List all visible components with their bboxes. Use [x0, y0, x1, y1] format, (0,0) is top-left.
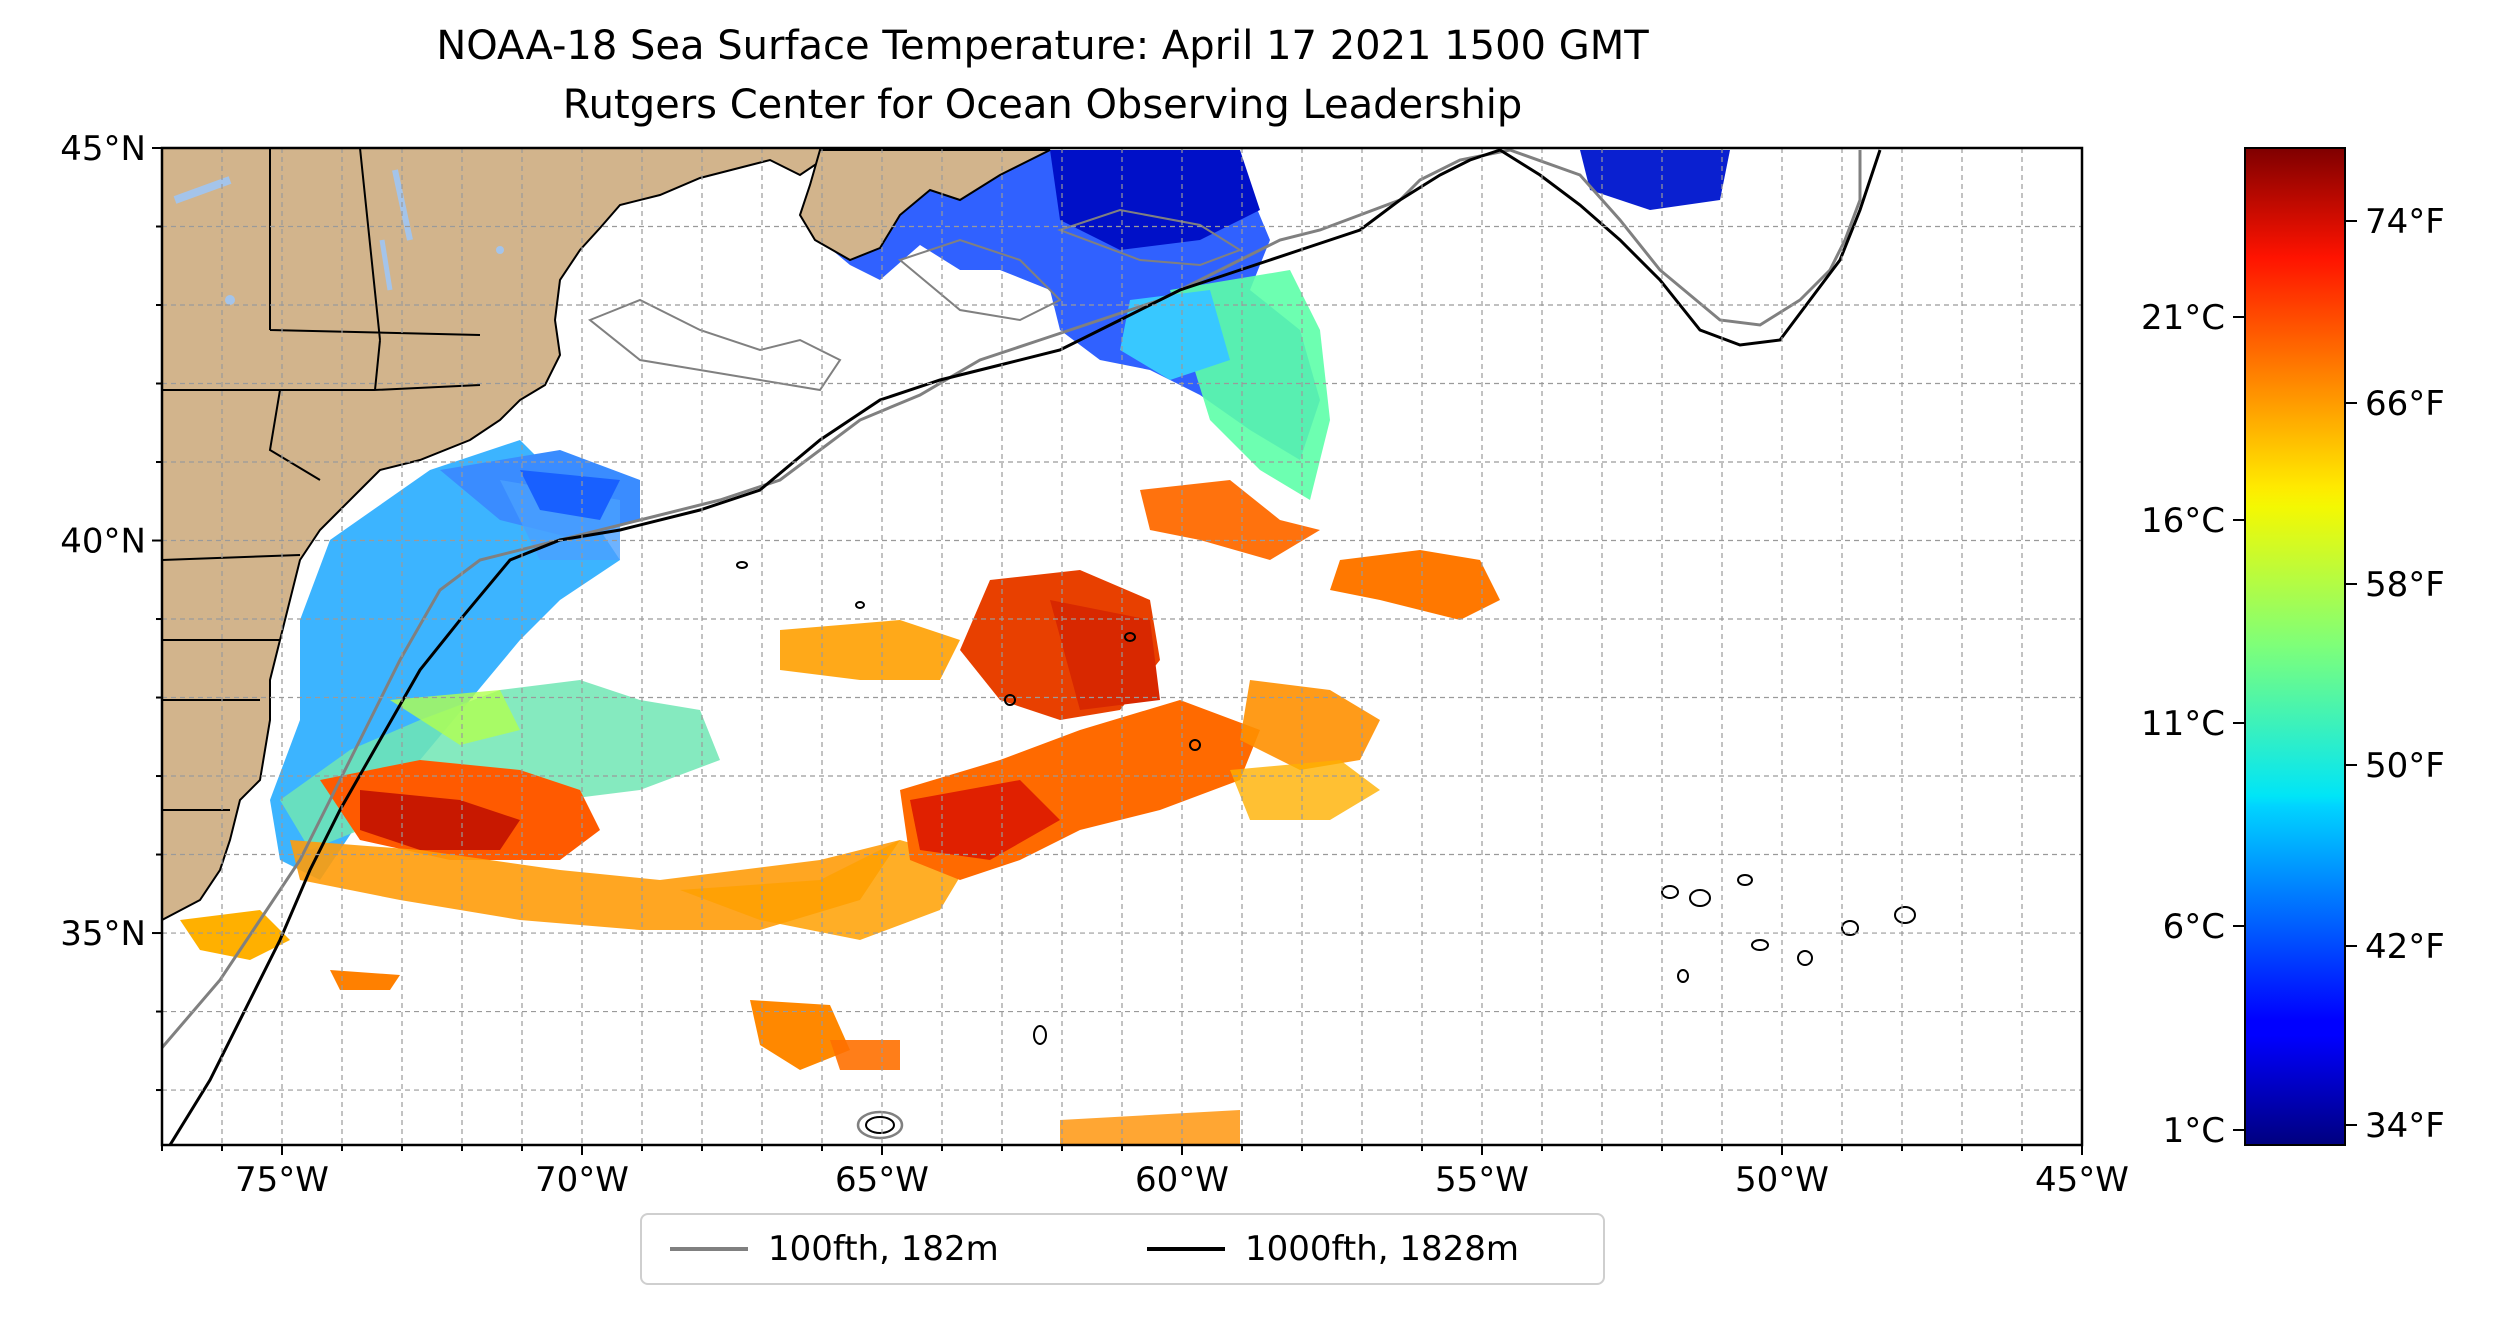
lon-tick-label: 65°W [835, 1160, 929, 1200]
legend-item-100fth: 100fth, 182m [670, 1215, 999, 1283]
chart-title: NOAA-18 Sea Surface Temperature: April 1… [436, 23, 1649, 69]
colorbar-fahrenheit-label: 34°F [2365, 1106, 2445, 1146]
lat-tick-label: 40°N [60, 522, 146, 562]
lon-tick-label: 70°W [535, 1160, 629, 1200]
land [162, 148, 1051, 922]
colorbar-celsius-label: 16°C [2141, 501, 2225, 541]
lat-tick-label: 45°N [60, 129, 146, 169]
lon-tick-label: 55°W [1435, 1160, 1529, 1200]
colorbar-celsius-label: 11°C [2141, 704, 2225, 744]
lon-tick-label: 60°W [1135, 1160, 1229, 1200]
contour-1000fth [168, 148, 1882, 1145]
colorbar-fahrenheit-label: 66°F [2365, 384, 2445, 424]
lon-tick-label: 45°W [2035, 1160, 2129, 1200]
colorbar-celsius-label: 21°C [2141, 298, 2225, 338]
lat-tick-label: 35°N [60, 914, 146, 954]
legend-label-100fth: 100fth, 182m [768, 1229, 999, 1269]
colorbar-fahrenheit-label: 74°F [2365, 202, 2445, 242]
colorbar [2244, 147, 2346, 1146]
legend-label-1000fth: 1000fth, 1828m [1245, 1229, 1520, 1269]
chart-subtitle: Rutgers Center for Ocean Observing Leade… [562, 82, 1523, 128]
colorbar-fahrenheit-label: 50°F [2365, 746, 2445, 786]
legend-swatch-100fth [670, 1247, 748, 1251]
colorbar-fahrenheit-label: 58°F [2365, 565, 2445, 605]
axis-ticks: 75°W 70°W 65°W 60°W 55°W 50°W 45°W 45°N 40°N 35°N [60, 129, 2129, 1200]
colorbar-celsius-label: 1°C [2163, 1111, 2225, 1151]
seamounts [736, 561, 1916, 1140]
colorbar-ticks: 21°C 16°C 11°C 6°C 1°C 74°F 66°F 58°F 50°F 42°F 34… [2141, 202, 2445, 1151]
legend: 100fth, 182m 1000fth, 1828m [640, 1213, 1605, 1285]
sst-imagery [175, 150, 1730, 1145]
contour-100fth-banks [588, 208, 1243, 392]
legend-swatch-1000fth [1147, 1247, 1225, 1251]
legend-item-1000fth: 1000fth, 1828m [1147, 1215, 1519, 1283]
grid-lines [162, 148, 2082, 1145]
colorbar-fahrenheit-label: 42°F [2365, 927, 2445, 967]
lon-tick-label: 75°W [235, 1160, 329, 1200]
lon-tick-label: 50°W [1735, 1160, 1829, 1200]
colorbar-celsius-label: 6°C [2163, 907, 2225, 947]
